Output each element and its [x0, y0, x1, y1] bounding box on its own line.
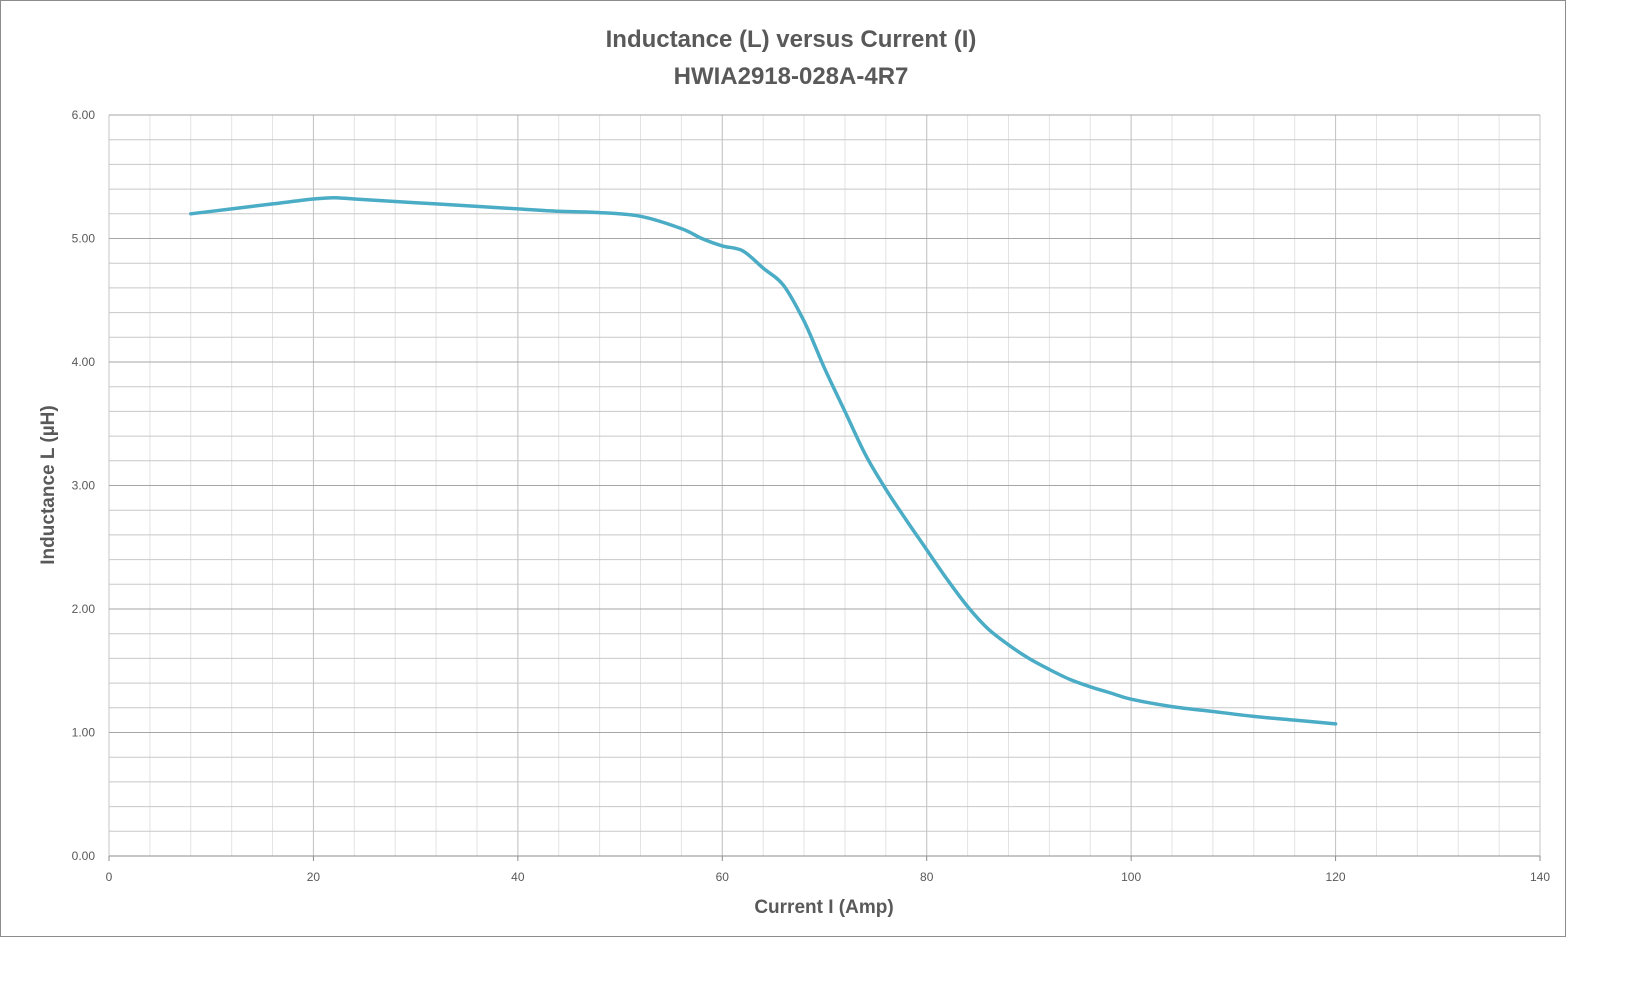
y-tick-label: 4.00	[72, 355, 96, 369]
y-axis-title: Inductance L (µH)	[38, 405, 59, 564]
x-tick-label: 60	[716, 870, 730, 884]
y-tick-label: 1.00	[72, 726, 96, 740]
x-tick-label: 40	[511, 870, 525, 884]
x-tick-label: 120	[1326, 870, 1346, 884]
y-tick-label: 0.00	[72, 849, 96, 863]
series-line-inductance	[189, 195, 1338, 726]
x-tick-label: 80	[920, 870, 934, 884]
y-tick-label: 6.00	[72, 108, 96, 122]
chart-svg: Inductance (L) versus Current (I) HWIA29…	[38, 26, 1551, 918]
x-tick-label: 0	[106, 870, 113, 884]
chart-title: Inductance (L) versus Current (I)	[606, 26, 977, 53]
y-tick-labels: 0.00 1.00 2.00 3.00 4.00 5.00 6.00	[72, 108, 96, 863]
y-tick-label: 5.00	[72, 232, 96, 246]
x-tick-label: 100	[1121, 870, 1141, 884]
chart-frame: Inductance (L) versus Current (I) HWIA29…	[0, 0, 1566, 937]
y-tick-label: 2.00	[72, 602, 96, 616]
chart-subtitle: HWIA2918-028A-4R7	[674, 63, 909, 90]
x-tick-label: 140	[1530, 870, 1550, 884]
x-tick-label: 20	[307, 870, 321, 884]
x-axis-title: Current I (Amp)	[754, 897, 893, 918]
x-tick-labels: 0 20 40 60 80 100 120 140	[106, 870, 1551, 884]
major-grid	[108, 114, 1541, 861]
y-tick-label: 3.00	[72, 479, 96, 493]
